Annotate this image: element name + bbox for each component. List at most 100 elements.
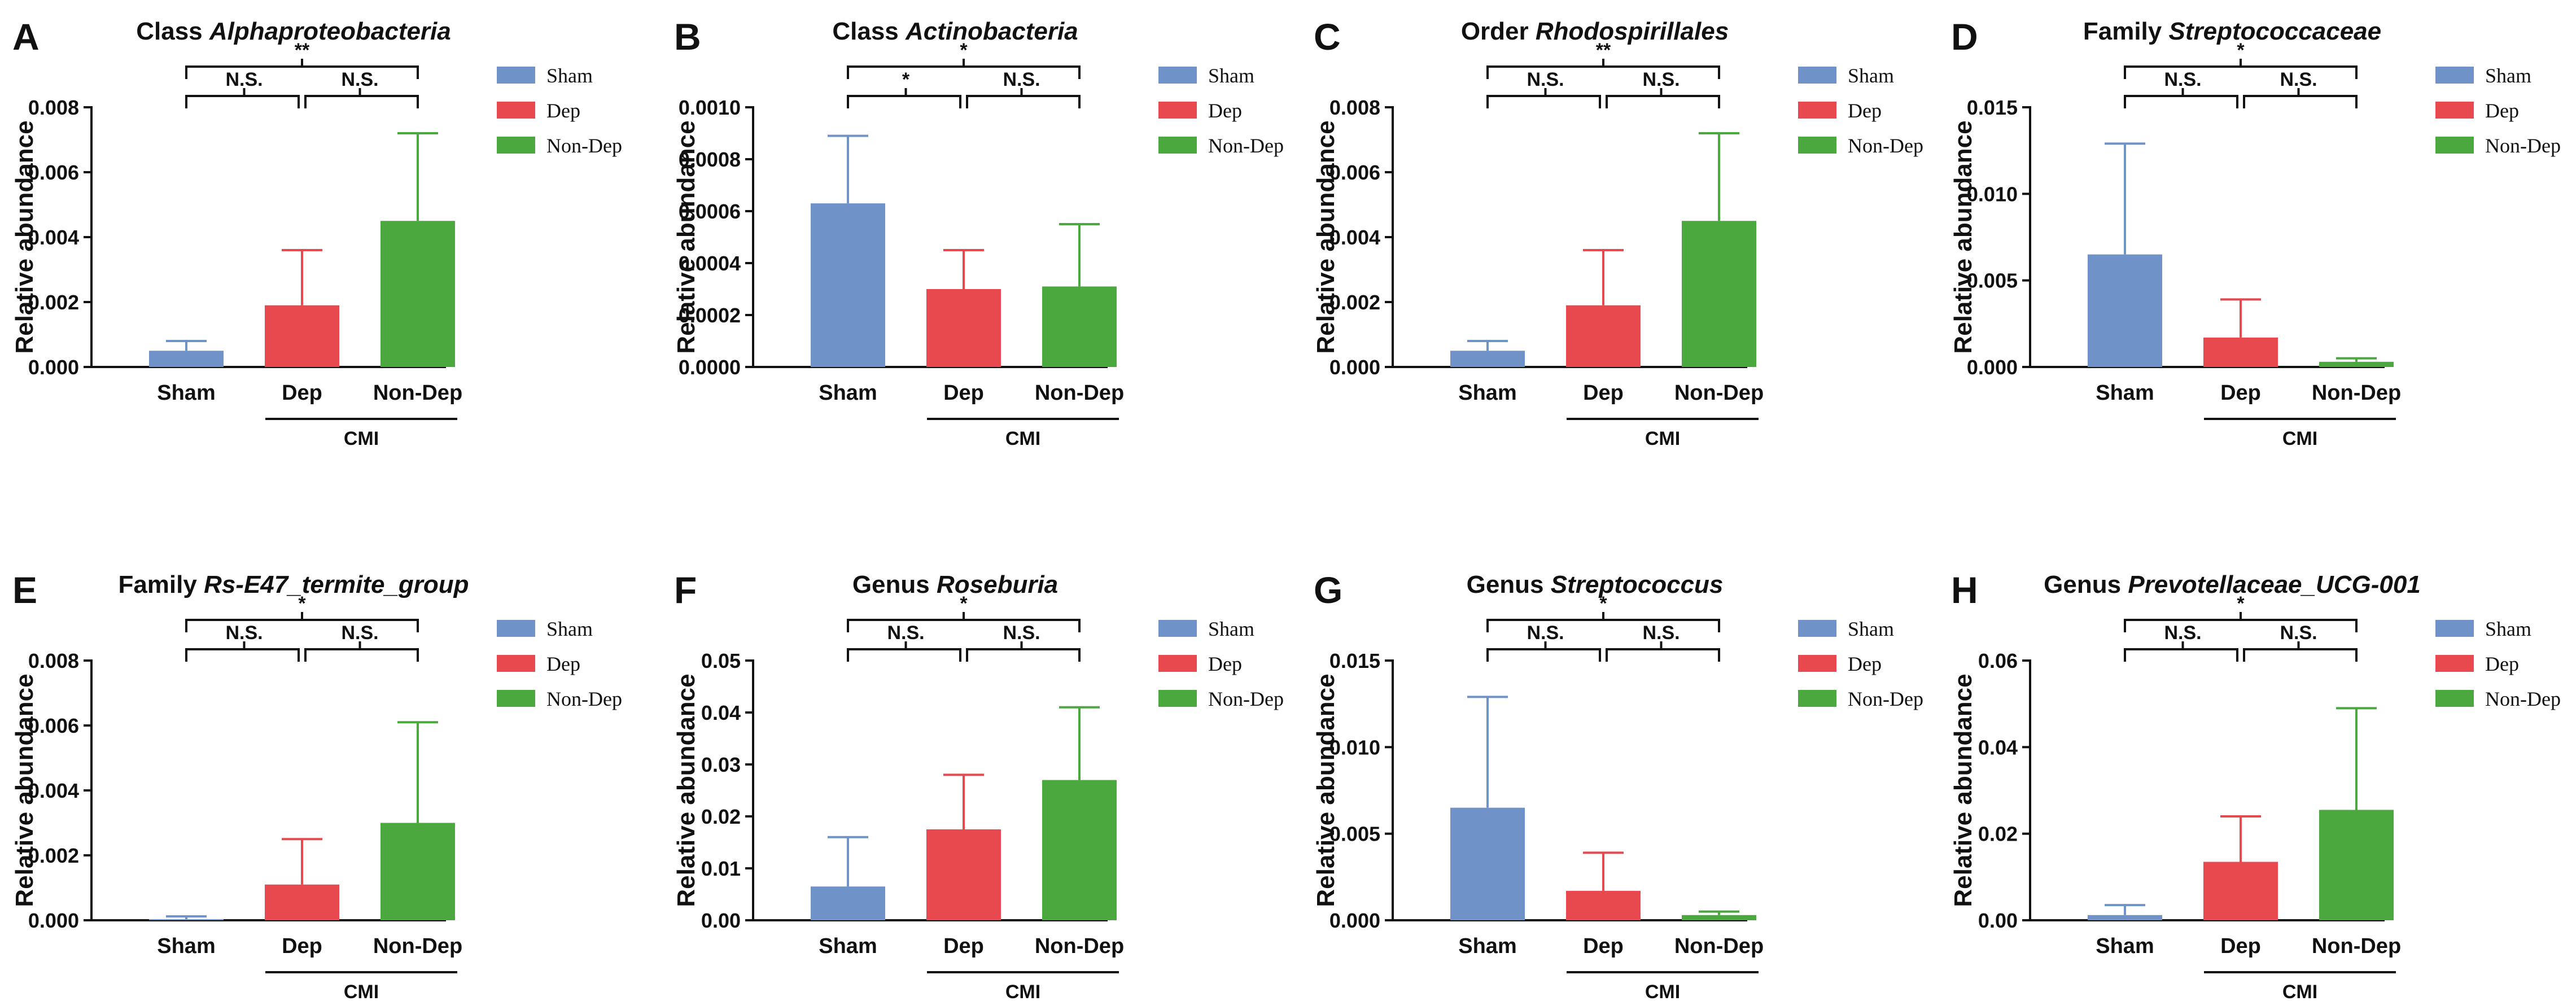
y-tick-label: 0.010 bbox=[1329, 736, 1380, 759]
y-axis-label: Relative abundance bbox=[1312, 120, 1340, 353]
legend-swatch bbox=[1798, 655, 1836, 672]
significance-label: * bbox=[298, 593, 306, 614]
significance-label: * bbox=[902, 69, 910, 90]
legend-label: Dep bbox=[2485, 99, 2519, 122]
panel-g: G Genus Streptococcus Relative abundance0.… bbox=[1312, 569, 1923, 1001]
category-label: Non-Dep bbox=[1035, 381, 1124, 405]
y-tick-label: 0.002 bbox=[28, 844, 79, 867]
legend-label: Dep bbox=[546, 653, 580, 675]
legend-swatch bbox=[1798, 67, 1836, 84]
significance-bracket bbox=[185, 648, 300, 662]
bar-sham bbox=[1450, 807, 1525, 920]
y-tick-label: 0.008 bbox=[28, 649, 79, 672]
category-label: Dep bbox=[1583, 381, 1624, 405]
cmi-label: CMI bbox=[1005, 428, 1040, 449]
legend-label: Dep bbox=[1208, 653, 1242, 675]
significance-label: N.S. bbox=[1642, 69, 1680, 90]
title-taxon: Streptococcus bbox=[1551, 571, 1724, 598]
legend-label: Dep bbox=[2485, 653, 2519, 675]
significance-label: N.S. bbox=[2164, 69, 2201, 90]
title-rank: Family bbox=[2083, 18, 2169, 45]
significance-label: N.S. bbox=[341, 622, 378, 644]
bar-dep bbox=[2203, 337, 2278, 367]
cmi-label: CMI bbox=[2282, 981, 2317, 1001]
significance-bracket bbox=[1486, 619, 1720, 632]
y-tick-label: 0.006 bbox=[1329, 161, 1380, 184]
bar-sham bbox=[811, 203, 885, 367]
y-tick-label: 0.0004 bbox=[679, 252, 741, 275]
legend-swatch bbox=[1798, 690, 1836, 707]
significance-bracket bbox=[847, 619, 1081, 632]
bar-sham bbox=[2088, 254, 2162, 367]
legend-swatch bbox=[2435, 620, 2474, 637]
bar-non-dep bbox=[1682, 915, 1756, 920]
y-tick-label: 0.000 bbox=[28, 909, 79, 932]
legend-label: Sham bbox=[1848, 64, 1894, 87]
cmi-label: CMI bbox=[1645, 981, 1680, 1001]
y-tick-label: 0.004 bbox=[28, 226, 79, 249]
bar-sham bbox=[811, 886, 885, 920]
panel-letter: D bbox=[1951, 16, 1978, 58]
bar-non-dep bbox=[2319, 361, 2394, 367]
y-tick-label: 0.005 bbox=[1329, 823, 1380, 846]
significance-label: N.S. bbox=[1527, 69, 1564, 90]
significance-label: * bbox=[2237, 593, 2245, 614]
y-axis-label: Relative abundance bbox=[11, 674, 38, 907]
bar-dep bbox=[1566, 890, 1641, 920]
legend-label: Non-Dep bbox=[2485, 134, 2561, 157]
category-label: Dep bbox=[282, 934, 322, 958]
legend-swatch bbox=[497, 620, 535, 637]
y-axis-label: Relative abundance bbox=[1312, 674, 1340, 907]
y-tick-label: 0.0010 bbox=[679, 96, 741, 119]
legend-label: Non-Dep bbox=[2485, 688, 2561, 710]
title-taxon: Rhodospirillales bbox=[1536, 18, 1729, 45]
significance-bracket bbox=[185, 619, 419, 632]
legend-swatch bbox=[497, 102, 535, 119]
y-tick-label: 0.008 bbox=[1329, 96, 1380, 119]
legend-label: Dep bbox=[546, 99, 580, 122]
y-tick-label: 0.02 bbox=[701, 805, 741, 828]
bar-non-dep bbox=[1042, 286, 1117, 367]
significance-bracket bbox=[966, 648, 1081, 662]
y-tick-label: 0.004 bbox=[1329, 226, 1380, 249]
chart-title: Order Rhodospirillales bbox=[1461, 18, 1729, 45]
y-tick-label: 0.000 bbox=[1329, 909, 1380, 932]
bar-dep bbox=[926, 829, 1001, 920]
panel-d: D Family Streptococcaceae Relative abundan… bbox=[1949, 16, 2561, 449]
bar-non-dep bbox=[1042, 780, 1117, 920]
title-taxon: Rs-E47_termite_group bbox=[204, 571, 469, 598]
significance-bracket bbox=[966, 95, 1081, 108]
significance-label: * bbox=[960, 40, 968, 61]
bar-dep bbox=[2203, 862, 2278, 920]
y-tick-label: 0.0000 bbox=[679, 356, 741, 379]
significance-label: * bbox=[1599, 593, 1607, 614]
category-label: Sham bbox=[1458, 381, 1516, 405]
legend-swatch bbox=[1798, 102, 1836, 119]
category-label: Sham bbox=[2096, 381, 2154, 405]
y-tick-label: 0.005 bbox=[1967, 269, 2018, 292]
legend-swatch bbox=[1158, 620, 1197, 637]
chart-title: Genus Roseburia bbox=[852, 571, 1058, 598]
legend-swatch bbox=[2435, 690, 2474, 707]
y-axis-label: Relative abundance bbox=[672, 674, 700, 907]
legend-label: Non-Dep bbox=[1848, 688, 1923, 710]
legend-swatch bbox=[2435, 137, 2474, 154]
significance-label: N.S. bbox=[1003, 69, 1040, 90]
panel-letter: F bbox=[674, 569, 697, 611]
significance-bracket bbox=[185, 65, 419, 79]
cmi-label: CMI bbox=[344, 981, 379, 1001]
legend-swatch bbox=[2435, 67, 2474, 84]
significance-bracket bbox=[2124, 619, 2358, 632]
y-tick-label: 0.015 bbox=[1967, 96, 2018, 119]
y-tick-label: 0.04 bbox=[1978, 736, 2018, 759]
category-label: Non-Dep bbox=[373, 381, 462, 405]
chart-title: Family Rs-E47_termite_group bbox=[118, 571, 469, 598]
legend-label: Dep bbox=[1848, 99, 1882, 122]
significance-label: N.S. bbox=[2164, 622, 2201, 644]
title-rank: Genus bbox=[852, 571, 937, 598]
title-rank: Class bbox=[832, 18, 906, 45]
significance-bracket bbox=[2124, 95, 2238, 108]
legend-swatch bbox=[497, 655, 535, 672]
y-tick-label: 0.010 bbox=[1967, 182, 2018, 206]
